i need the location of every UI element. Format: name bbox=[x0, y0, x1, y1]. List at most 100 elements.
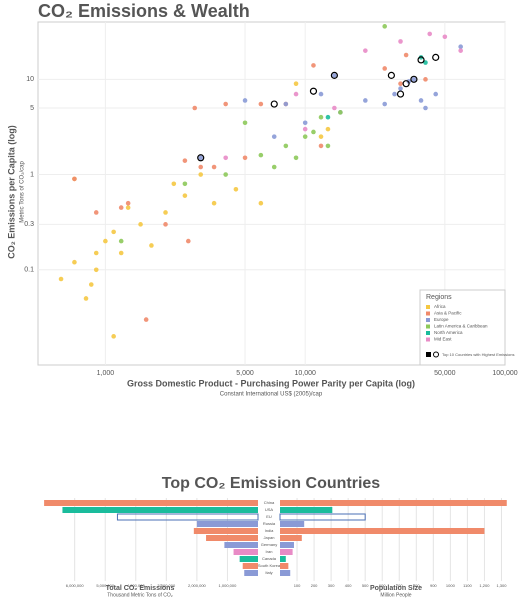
category-label: Iran bbox=[266, 549, 273, 554]
point bbox=[325, 143, 331, 149]
legend-label: Top 10 Countries with Highest Emissions bbox=[442, 352, 514, 357]
point bbox=[382, 24, 388, 29]
highlight-point bbox=[410, 75, 418, 83]
point bbox=[302, 120, 308, 126]
category-label: India bbox=[265, 528, 274, 533]
y-tick-label: 1 bbox=[30, 171, 34, 178]
point bbox=[185, 238, 191, 244]
emission-bar bbox=[44, 500, 258, 506]
point bbox=[318, 91, 324, 97]
category-label: Canada bbox=[262, 556, 277, 561]
x-tick-label: 50,000 bbox=[434, 370, 456, 377]
point bbox=[302, 126, 308, 132]
emission-bar bbox=[244, 570, 258, 576]
highlight-point bbox=[309, 87, 318, 95]
point bbox=[211, 164, 217, 170]
emission-bar bbox=[233, 549, 258, 555]
point bbox=[93, 267, 99, 273]
point bbox=[198, 172, 204, 177]
category-label: USA bbox=[265, 507, 274, 512]
point bbox=[58, 276, 64, 282]
legend-label: Europe bbox=[434, 317, 449, 322]
legend-label: Asia & Pacific bbox=[434, 311, 462, 316]
point bbox=[318, 134, 324, 139]
point bbox=[338, 110, 343, 115]
point bbox=[83, 296, 89, 301]
point bbox=[258, 200, 264, 206]
x-tick-label: 400 bbox=[345, 583, 352, 588]
point bbox=[182, 158, 188, 163]
legend-swatch bbox=[426, 337, 430, 342]
emission-bar bbox=[242, 563, 258, 569]
left-label: Total CO₂ Emissions bbox=[106, 585, 175, 592]
point bbox=[258, 101, 264, 107]
point bbox=[382, 66, 388, 71]
point bbox=[103, 238, 108, 244]
legend-swatch bbox=[426, 311, 430, 316]
population-bar bbox=[280, 570, 291, 576]
category-label: China bbox=[264, 500, 275, 505]
population-bar bbox=[280, 556, 286, 562]
population-bar bbox=[280, 521, 305, 527]
point bbox=[182, 181, 188, 187]
point bbox=[403, 52, 409, 58]
highlight-point bbox=[270, 100, 278, 108]
population-bar bbox=[280, 507, 333, 513]
point bbox=[311, 63, 316, 68]
x-tick-label: 10,000 bbox=[294, 370, 316, 377]
point bbox=[332, 73, 337, 78]
point bbox=[182, 193, 188, 198]
point bbox=[88, 282, 94, 287]
legend-title: Regions bbox=[426, 294, 452, 301]
x-tick-label: 500 bbox=[362, 583, 369, 588]
legend-label: Mid East bbox=[434, 337, 452, 342]
legend-swatch bbox=[426, 324, 430, 329]
point bbox=[458, 48, 463, 53]
point bbox=[423, 105, 428, 111]
point bbox=[398, 39, 403, 44]
point bbox=[242, 98, 248, 103]
chart-title: Top CO₂ Emission Countries bbox=[162, 475, 380, 492]
point bbox=[382, 101, 388, 107]
point bbox=[111, 334, 116, 339]
point bbox=[433, 91, 439, 97]
point bbox=[72, 259, 77, 265]
emission-bar bbox=[239, 556, 258, 562]
point bbox=[143, 317, 149, 322]
point bbox=[93, 210, 99, 215]
point bbox=[302, 134, 308, 139]
legend-swatch bbox=[426, 318, 430, 322]
point bbox=[271, 134, 277, 139]
x-tick-label: 5,000,000 bbox=[96, 583, 115, 588]
point bbox=[93, 250, 99, 256]
right-sublabel: Million People bbox=[380, 592, 411, 598]
point bbox=[325, 126, 331, 132]
point bbox=[283, 101, 289, 107]
point bbox=[398, 81, 403, 86]
legend-swatch bbox=[426, 331, 430, 335]
point bbox=[118, 238, 124, 244]
x-tick-label: 100,000 bbox=[492, 370, 517, 377]
point bbox=[423, 77, 428, 82]
point bbox=[242, 120, 248, 126]
emission-bar bbox=[116, 513, 259, 521]
legend-swatch bbox=[433, 351, 439, 358]
x-sublabel: Constant International US$ (2005)/cap bbox=[220, 392, 323, 398]
point bbox=[293, 155, 299, 161]
point bbox=[192, 105, 198, 111]
x-tick-label: 800 bbox=[413, 583, 420, 588]
chart-title: CO₂ Emissions & Wealth bbox=[38, 1, 250, 21]
point bbox=[318, 143, 324, 149]
legend-swatch bbox=[426, 305, 430, 309]
y-tick-label: 10 bbox=[26, 76, 34, 83]
category-label: Germany bbox=[261, 542, 277, 547]
point bbox=[138, 222, 143, 227]
legend-label: Latin America & Caribbean bbox=[434, 324, 488, 329]
category-label: EU bbox=[266, 514, 272, 519]
point bbox=[442, 34, 448, 40]
point bbox=[411, 77, 417, 82]
x-tick-label: 3,000,000 bbox=[157, 583, 176, 588]
point bbox=[211, 200, 217, 206]
point bbox=[125, 200, 131, 206]
